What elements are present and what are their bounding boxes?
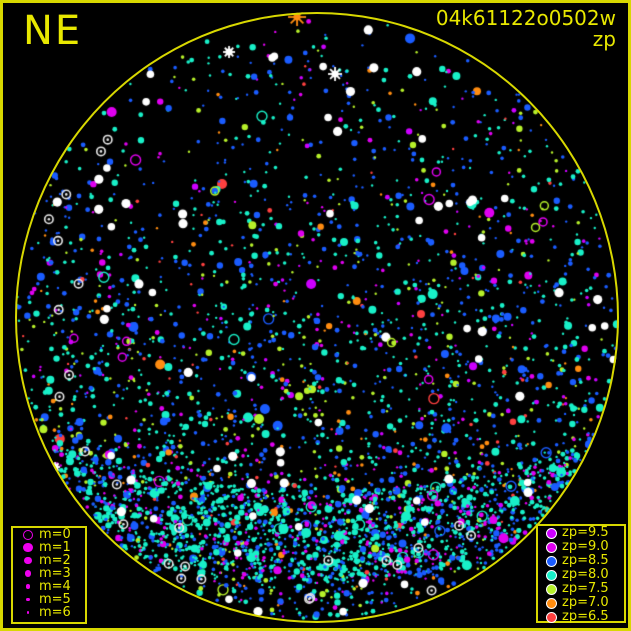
zeropoint-swatch-icon	[542, 568, 560, 582]
magnitude-marker-icon	[19, 606, 37, 619]
image-id-text: 04k61122o0502w	[435, 6, 616, 30]
direction-label: NE	[23, 8, 83, 54]
magnitude-legend-label: m=2	[39, 553, 71, 568]
zeropoint-swatch-icon	[542, 540, 560, 554]
zeropoint-legend-row: zp=6.5	[538, 610, 624, 624]
magnitude-legend-row: m=6	[13, 606, 85, 619]
magnitude-legend-label: m=5	[39, 592, 71, 607]
magnitude-legend-row: m=0	[13, 528, 85, 541]
zeropoint-legend-row: zp=8.0	[538, 568, 624, 582]
zeropoint-legend-row: zp=9.0	[538, 540, 624, 554]
zeropoint-swatch-icon	[542, 554, 560, 568]
zeropoint-legend: zp=9.5 zp=9.0 zp=8.5 zp=8.0 zp=7.5 zp=7.0 zp=6…	[536, 524, 626, 624]
zeropoint-legend-row: zp=8.5	[538, 554, 624, 568]
zeropoint-legend-label: zp=9.5	[562, 525, 609, 540]
star-scatter-canvas	[15, 12, 619, 623]
magnitude-legend-row: m=2	[13, 554, 85, 567]
magnitude-legend-row: m=5	[13, 593, 85, 606]
magnitude-legend-label: m=1	[39, 540, 71, 555]
zeropoint-legend-label: zp=6.5	[562, 609, 609, 624]
star-field	[15, 12, 619, 623]
zeropoint-swatch-icon	[542, 596, 560, 610]
magnitude-legend-label: m=6	[39, 605, 71, 620]
zeropoint-swatch-icon	[542, 582, 560, 596]
magnitude-legend: m=0 m=1 m=2 m=3 m=4 m=5 m=6	[11, 526, 87, 624]
zeropoint-legend-row: zp=7.0	[538, 596, 624, 610]
magnitude-marker-icon	[19, 528, 37, 541]
zeropoint-legend-label: zp=8.0	[562, 567, 609, 582]
magnitude-legend-label: m=3	[39, 566, 71, 581]
magnitude-legend-row: m=3	[13, 567, 85, 580]
zeropoint-legend-label: zp=9.0	[562, 539, 609, 554]
zeropoint-swatch-icon	[542, 610, 560, 624]
magnitude-marker-icon	[19, 541, 37, 554]
zeropoint-swatch-icon	[542, 526, 560, 540]
zeropoint-legend-label: zp=8.5	[562, 553, 609, 568]
quantity-label: zp	[592, 27, 616, 51]
zeropoint-legend-row: zp=9.5	[538, 526, 624, 540]
image-id-block: 04k61122o0502w zp	[436, 8, 616, 50]
magnitude-legend-row: m=1	[13, 541, 85, 554]
magnitude-legend-label: m=0	[39, 527, 71, 542]
magnitude-legend-label: m=4	[39, 579, 71, 594]
zeropoint-legend-label: zp=7.5	[562, 581, 609, 596]
magnitude-marker-icon	[19, 580, 37, 593]
zeropoint-legend-row: zp=7.5	[538, 582, 624, 596]
magnitude-marker-icon	[19, 567, 37, 580]
zeropoint-legend-label: zp=7.0	[562, 595, 609, 610]
magnitude-legend-row: m=4	[13, 580, 85, 593]
magnitude-marker-icon	[19, 554, 37, 567]
magnitude-marker-icon	[19, 593, 37, 606]
